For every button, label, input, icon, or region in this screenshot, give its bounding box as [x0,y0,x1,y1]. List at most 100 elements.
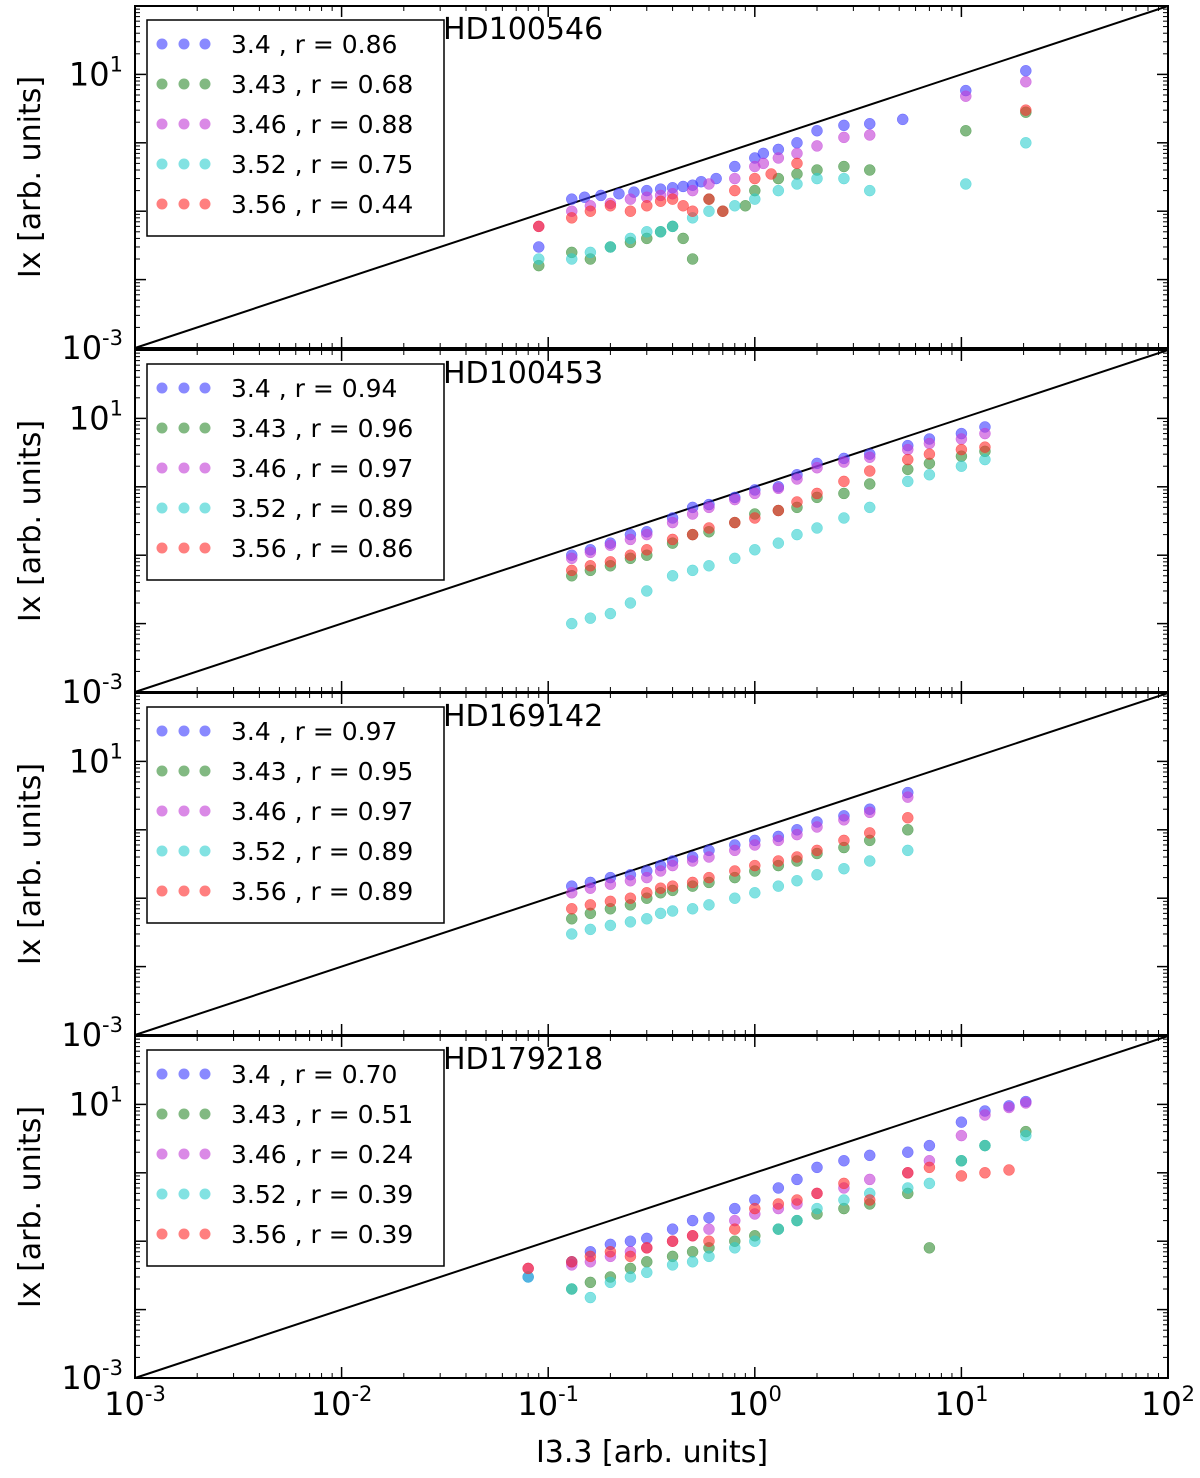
scatter-point [749,1235,761,1247]
y-ticks [135,1035,1168,1379]
scatter-point [604,241,617,253]
panel-1: 10-3 101 Ix [arb. units] 3.4 , r = 0.94 3.43… [13,349,1169,711]
scatter-point [772,1182,785,1194]
scatter-point [584,205,597,217]
scatter-point [902,1167,914,1179]
scatter-point [641,200,653,212]
scatter-point [863,1149,876,1162]
one-to-one-line [134,1035,1169,1379]
scatter-point [578,191,591,203]
scatter-point [955,1116,968,1128]
y-tick-label: 101 [69,739,123,780]
scatter-point [791,828,803,841]
scatter-point [654,907,667,920]
scatter-point [686,855,699,867]
scatter-point [666,1259,679,1271]
scatter-point [863,855,876,867]
scatter-point [791,1194,803,1206]
scatter-point [729,865,741,877]
scatter-point [641,913,653,925]
scatter-point [666,880,679,892]
scatter-point [584,546,597,559]
scatter-point [791,473,803,485]
x-tick-labels: 10-3 10-2 10-1 100 101 102 [104,1382,1195,1423]
scatter-point [686,528,699,541]
scatter-point [838,1155,850,1167]
x-tick-label: 100 [728,1382,782,1423]
scatter-point [604,878,617,890]
legend-marker [178,725,190,737]
panel-2: 10-3 101 Ix [arb. units] 3.4 , r = 0.97 3.43… [13,692,1169,1054]
scatter-point [686,1230,699,1242]
scatter-point [641,585,653,597]
legend-marker [156,462,168,474]
scatter-point [960,90,972,102]
scatter-point [955,1129,968,1142]
scatter-point [604,895,617,908]
legend-entry: 3.43 , r = 0.68 [231,70,413,99]
legend-marker [156,765,168,777]
y-axis-label: Ix [arb. units] [13,76,48,278]
panel-title: HD169142 [443,699,603,734]
scatter-point [584,923,597,936]
scatter-point [791,851,803,863]
scatter-point [565,617,578,630]
scatter-point [686,1256,699,1268]
scatter-point [703,851,715,863]
scatter-point [729,172,741,185]
scatter-point [749,193,761,205]
series-3.52 [565,844,914,940]
scatter-point [729,1242,741,1254]
scatter-point [641,1242,653,1254]
scatter-point [772,1198,785,1210]
legend-marker [178,1068,190,1080]
scatter-point [838,475,850,488]
scatter-point [565,212,578,224]
scatter-point [1020,76,1032,88]
scatter-point [565,1256,578,1268]
panel-title: HD100546 [443,12,603,47]
scatter-point [584,882,597,894]
scatter-point [624,232,637,245]
legend-marker [199,462,211,474]
scatter-point [772,834,785,847]
scatter-point [838,1177,850,1190]
scatter-point [686,1214,699,1227]
x-ticks [134,6,1169,348]
scatter-point [791,1173,803,1186]
legend-marker [199,38,211,50]
scatter-point [811,140,823,152]
one-to-one-line [134,349,1169,693]
scatter-point [703,205,715,217]
scatter-point [955,1155,968,1167]
scatter-point [584,899,597,911]
scatter-point [791,528,803,541]
scatter-point [923,437,936,450]
legend-entry: 3.56 , r = 0.44 [231,190,413,219]
scatter-point [1020,65,1032,77]
scatter-point [565,928,578,940]
scatter-point [838,160,850,173]
scatter-point [666,570,679,582]
scatter-point [749,544,761,556]
legend: 3.4 , r = 0.70 3.43 , r = 0.51 3.46 , r = … [146,1049,445,1267]
scatter-point [979,1139,991,1152]
legend-marker [199,1148,211,1160]
scatter-point [757,147,770,160]
scatter-point [613,187,625,200]
x-ticks [134,350,1169,692]
scatter-point [749,1202,761,1215]
scatter-point [654,195,667,207]
scatter-point [811,522,823,534]
legend-marker [199,78,211,90]
scatter-point [703,193,715,205]
scatter-point [838,172,850,185]
scatter-point [902,1182,914,1194]
y-axis-label: Ix [arb. units] [13,420,48,622]
scatter-point [624,1271,637,1283]
scatter-point [729,184,741,197]
legend: 3.4 , r = 0.94 3.43 , r = 0.96 3.46 , r = … [146,363,445,581]
legend-marker [178,38,190,50]
legend-entry: 3.46 , r = 0.97 [231,797,413,826]
x-axis-label: I3.3 [arb. units] [536,1435,768,1470]
